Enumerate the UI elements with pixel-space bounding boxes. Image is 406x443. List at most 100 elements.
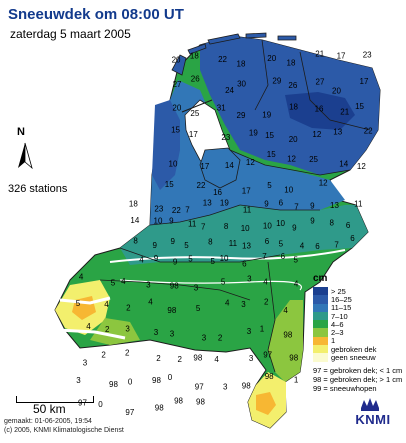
legend-swatch [313,353,328,362]
station-value: 5 [196,304,201,313]
station-value: 19 [249,129,258,138]
station-value: 23 [363,51,372,60]
legend-row: geen sneeuw [313,353,376,363]
scale-bar [16,396,94,403]
zone-7-10 [120,205,368,265]
afsluitdijk [181,99,213,113]
footer: gemaakt: 01-06-2005, 19:54 (c) 2005, KNM… [4,417,124,435]
station-value: 97 [195,382,204,391]
station-value: 98 [242,382,251,391]
station-value: 10 [284,185,293,194]
legend-swatch [313,311,328,321]
station-value: 6 [346,221,351,230]
legend-swatch [313,287,328,296]
station-value: 1 [294,375,299,384]
station-value: 6 [279,199,284,208]
station-value: 15 [165,180,174,189]
wadden-island-schiermonnikoog [277,35,297,41]
station-value: 15 [265,131,274,140]
station-value: 4 [148,297,153,306]
station-value: 12 [312,130,321,139]
station-value: 21 [315,50,324,59]
station-value: 18 [289,102,298,111]
station-value: 7 [294,203,299,212]
station-value: 10 [263,221,272,230]
station-value: 0 [168,373,173,382]
wadden-island-terschelling [207,33,241,45]
station-value: 4 [263,278,268,287]
station-value: 2 [126,303,131,312]
zone-2-3-zeeland [90,318,140,345]
station-value: 10 [220,254,229,263]
station-value: 97 [125,408,134,417]
legend: > 25 16–25 11–15 7–10 4–6 2–3 1 gebroken dek gee… [313,287,376,362]
station-value: 3 [170,330,175,339]
station-value: 17 [360,77,369,86]
station-value: 2 [218,333,223,342]
legend-swatch [313,295,328,304]
station-value: 4 [121,277,126,286]
station-value: 30 [237,80,246,89]
station-value: 9 [169,217,174,226]
station-value: 3 [83,358,88,367]
province-borders [99,39,371,373]
station-value: 6 [281,252,286,261]
station-value: 26 [191,75,200,84]
station-value: 2 [178,355,183,364]
station-value: 3 [247,275,252,284]
station-value: 29 [237,111,246,120]
station-value: 20 [332,86,341,95]
map-date: zaterdag 5 maart 2005 [10,27,131,41]
legend-row: 2–3 [313,328,376,338]
station-value: 8 [330,218,335,227]
zone-west-coast [152,100,180,190]
station-value: 5 [267,181,272,190]
scale-label: 50 km [33,402,66,416]
station-value: 25 [309,155,318,164]
station-value: 24 [225,86,234,95]
legend-unit: cm [313,273,328,284]
station-value: 98 [193,354,202,363]
station-value: 4 [79,273,84,282]
station-value: 3 [154,328,159,337]
station-value: 2 [125,348,130,357]
station-value: 5 [188,255,193,264]
station-value: 4 [294,279,299,288]
station-value: 8 [224,222,229,231]
station-value: 10 [276,219,285,228]
legend-label: 7–10 [331,311,348,321]
station-value: 3 [249,354,254,363]
legend-label: 4–6 [331,319,344,329]
station-value: 27 [316,78,325,87]
legend-label: geen sneeuw [331,353,376,363]
station-value: 7 [185,206,190,215]
station-value: 9 [264,200,269,209]
north-label: N [17,126,25,138]
western-scheldt [57,328,126,340]
station-value: 7 [262,252,267,261]
zone-1-south [256,392,276,415]
station-value: 13 [330,201,339,210]
station-value: 2 [105,325,110,334]
station-value: 98 [196,398,205,407]
station-value: 13 [203,199,212,208]
legend-row: 16–25 [313,295,376,304]
station-value: 4 [139,256,144,265]
legend-label: 2–3 [331,328,344,338]
knmi-logo: KNMI [345,398,401,440]
station-value: 98 [155,403,164,412]
station-value: 14 [130,216,139,225]
station-value: 8 [133,237,138,246]
station-value: 6 [315,242,320,251]
legend-row: 1 [313,336,376,346]
station-value: 4 [104,300,109,309]
knmi-crown-logo [361,398,379,411]
legend-swatch [313,336,328,346]
map-title: Sneeuwdek om 08:00 UT [8,6,184,23]
footer-copyright: (c) 2005, KNMI Klimatologische Dienst [4,427,124,434]
station-value: 10 [154,217,163,226]
station-value: 14 [339,159,348,168]
legend-code: 98 = gebroken dek; > 1 cm [313,375,403,384]
station-value: 27 [173,80,182,89]
